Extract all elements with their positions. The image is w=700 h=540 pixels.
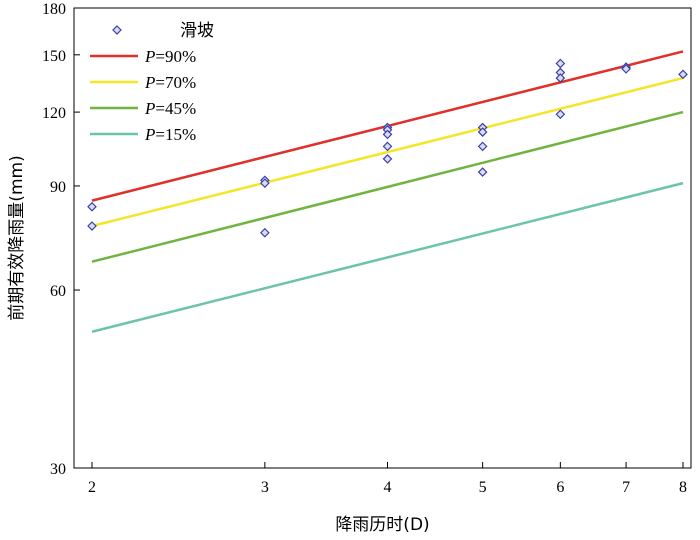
x-tick-label: 5 (479, 479, 487, 496)
series-line (91, 181, 684, 333)
x-tick-label: 8 (679, 479, 687, 496)
scatter-point (678, 69, 688, 80)
x-tick-label: 7 (622, 479, 630, 496)
scatter-point (477, 127, 488, 137)
scatter-point (87, 221, 97, 231)
y-tick-label: 120 (42, 105, 66, 122)
scatter-point (382, 141, 393, 152)
scatter-point (260, 227, 270, 238)
x-tick-label: 4 (384, 479, 392, 496)
legend-label: P=90% (144, 47, 196, 66)
plot-frame (73, 7, 692, 469)
y-tick-label: 90 (50, 179, 66, 196)
series-line (91, 76, 684, 228)
x-tick-label: 6 (556, 479, 564, 496)
scatter-point (477, 141, 488, 152)
scatter-point (555, 109, 566, 120)
scatter-point (260, 178, 270, 188)
x-tick-label: 3 (261, 479, 269, 496)
x-axis-title: 降雨历时(D) (335, 515, 429, 535)
y-tick-label: 150 (42, 48, 66, 65)
scatter-point (382, 129, 393, 140)
x-tick-label: 2 (88, 479, 96, 496)
legend-label: P=70% (144, 73, 196, 92)
scatter-point (555, 73, 566, 83)
legend-label: P=15% (144, 125, 196, 144)
y-tick-label: 30 (50, 461, 66, 478)
legend-label: P=45% (144, 99, 196, 118)
series-line (91, 110, 684, 263)
legend-marker-landslide (112, 25, 122, 35)
y-tick-label: 180 (42, 1, 66, 18)
scatter-point (477, 167, 488, 177)
y-tick-label: 60 (50, 283, 66, 300)
scatter-point (555, 58, 566, 69)
legend-label-landslide: 滑坡 (180, 21, 214, 41)
scatter-point (382, 154, 393, 164)
scatter-point (621, 64, 631, 74)
y-axis-title: 前期有效降雨量(mm) (7, 155, 27, 320)
scatter-point (87, 201, 97, 212)
